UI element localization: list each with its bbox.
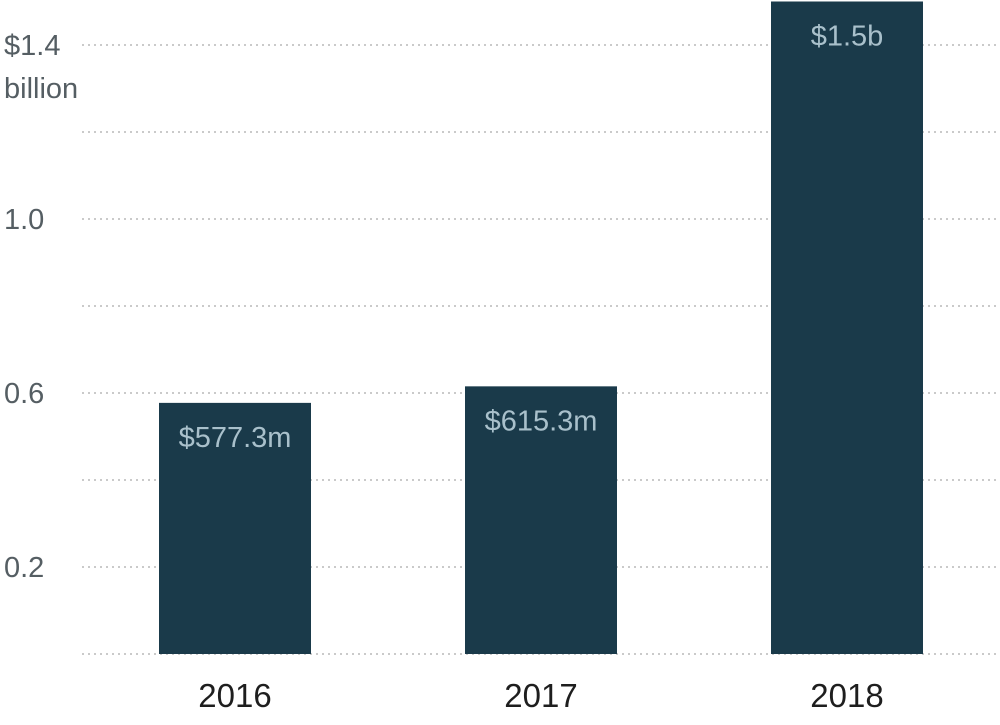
y-tick-label: 1.0: [4, 204, 44, 236]
y-axis: 0.2 0.6 1.0 $1.4 billion: [4, 30, 78, 584]
y-unit-label: billion: [4, 73, 78, 105]
y-tick-label: $1.4: [4, 30, 60, 62]
data-label: $615.3m: [485, 405, 598, 437]
data-label: $577.3m: [179, 422, 292, 454]
bar-2018: [771, 1, 923, 654]
bars: $577.3m $615.3m $1.5b: [159, 1, 923, 654]
x-tick-label: 2016: [198, 677, 271, 714]
x-axis: 2016 2017 2018: [198, 677, 883, 714]
data-label: $1.5b: [811, 21, 884, 53]
x-tick-label: 2018: [810, 677, 883, 714]
y-tick-label: 0.2: [4, 552, 44, 584]
bar-2017: [465, 386, 617, 654]
y-tick-label: 0.6: [4, 378, 44, 410]
bar-2016: [159, 402, 311, 654]
x-tick-label: 2017: [504, 677, 577, 714]
